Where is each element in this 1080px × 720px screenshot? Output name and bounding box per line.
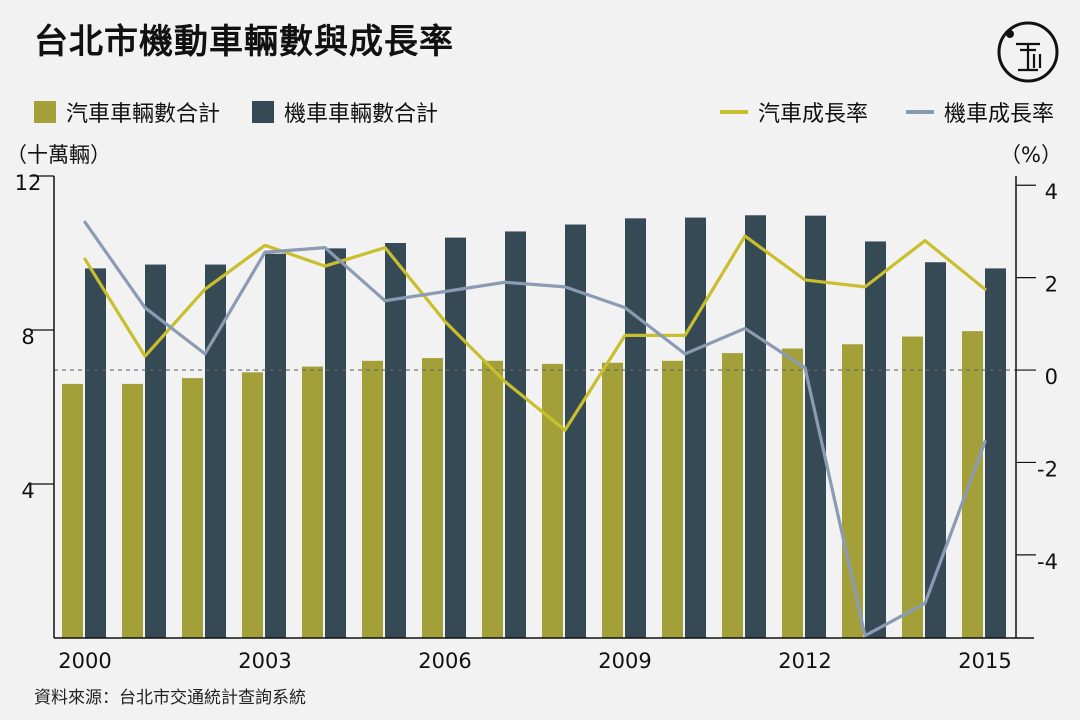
moto-count-bar [925, 262, 946, 638]
legend-moto-count-label: 機車車輛數合計 [284, 102, 439, 127]
car-count-bar [302, 366, 323, 638]
car-count-bar [842, 344, 863, 638]
car-count-bar [542, 363, 563, 638]
moto-count-bar [205, 264, 226, 638]
car-count-bar [62, 383, 83, 638]
x-tick-label: 2009 [598, 649, 651, 673]
car-count-bar [602, 362, 623, 638]
legend-moto-growth: 機車成長率 [906, 96, 1054, 128]
legend-car-growth-swatch [720, 110, 748, 114]
car-count-bar [422, 358, 443, 638]
legend-moto-count-swatch [252, 101, 274, 123]
x-tick-label: 2003 [238, 649, 291, 673]
legend-car-count-label: 汽車車輛數合計 [66, 102, 221, 127]
car-count-bar [662, 360, 683, 638]
car-count-bar [182, 378, 203, 638]
y-left-tick-label: 4 [21, 479, 34, 503]
moto-count-bar [865, 241, 886, 638]
y-right-tick-label: 4 [1045, 180, 1058, 204]
y-left-unit-label: （十萬輛） [6, 143, 111, 167]
y-right-tick-label: -4 [1037, 550, 1058, 574]
legend-moto-growth-label: 機車成長率 [944, 102, 1055, 127]
x-tick-label: 2006 [418, 649, 471, 673]
legend-moto-count: 機車車輛數合計 [252, 96, 438, 128]
legend-car-count-swatch [34, 101, 56, 123]
chart-title: 台北市機動車輛數與成長率 [34, 22, 454, 62]
legend-moto-growth-swatch [906, 110, 934, 114]
moto-count-bar [625, 218, 646, 638]
x-tick-label: 2012 [778, 649, 831, 673]
y-right-tick-label: 2 [1045, 273, 1058, 297]
legend-car-count: 汽車車輛數合計 [34, 96, 220, 128]
car-count-bar [722, 353, 743, 638]
legend-car-growth: 汽車成長率 [720, 96, 868, 128]
x-tick-label: 2000 [58, 649, 111, 673]
y-right-tick-label: -2 [1037, 457, 1058, 481]
car-count-bar [482, 360, 503, 638]
publisher-logo-icon [997, 21, 1059, 83]
moto-count-bar [325, 248, 346, 638]
car-count-bar [242, 372, 263, 638]
x-tick-label: 2015 [958, 649, 1011, 673]
moto-count-bar [85, 268, 106, 638]
car-count-bar [902, 336, 923, 638]
y-right-unit-label: （%） [1000, 143, 1062, 167]
moto-count-bar [385, 242, 406, 639]
car-count-bar [122, 383, 143, 638]
car-count-bar [782, 348, 803, 638]
moto-count-bar [745, 215, 766, 638]
moto-count-bar [505, 231, 526, 638]
car-growth-line [83, 234, 987, 432]
moto-count-bar [685, 217, 706, 638]
legend-car-growth-label: 汽車成長率 [758, 102, 869, 127]
moto-count-bar [805, 215, 826, 638]
moto-count-bar [985, 268, 1006, 638]
y-right-tick-label: 0 [1045, 365, 1058, 389]
moto-growth-line [83, 220, 987, 638]
y-left-tick-label: 8 [21, 325, 34, 349]
y-left-tick-label: 12 [15, 171, 42, 195]
moto-count-bar [445, 237, 466, 638]
car-count-bar [962, 331, 983, 638]
moto-count-bar [565, 224, 586, 638]
moto-count-bar [265, 253, 286, 638]
car-count-bar [362, 360, 383, 638]
moto-count-bar [145, 264, 166, 638]
source-note: 資料來源：台北市交通統計查詢系統 [34, 688, 306, 708]
